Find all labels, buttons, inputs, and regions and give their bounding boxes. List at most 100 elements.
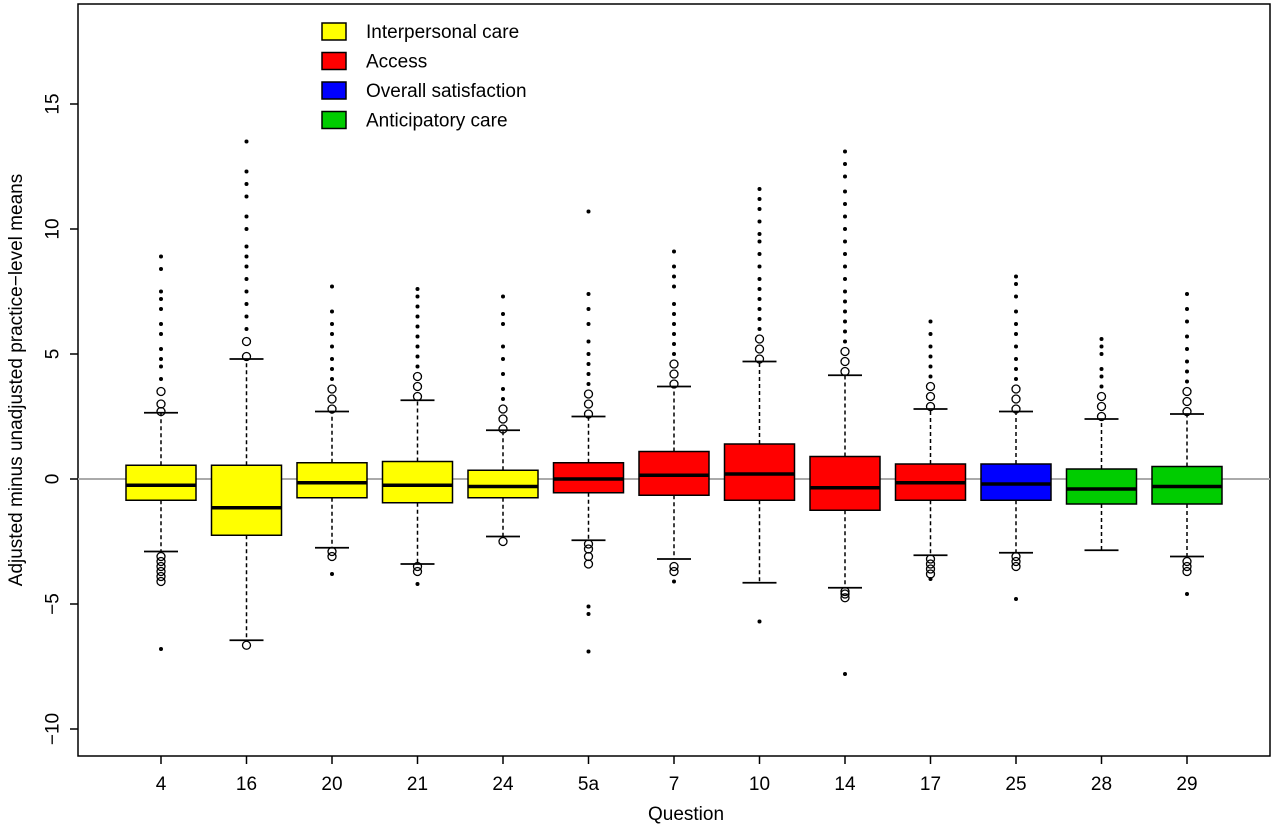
outlier-point bbox=[586, 604, 591, 609]
outlier-point bbox=[586, 322, 591, 326]
outlier-point bbox=[327, 404, 337, 414]
outlier-point bbox=[586, 382, 591, 386]
outlier-point bbox=[757, 187, 762, 191]
outlier-point bbox=[330, 309, 334, 314]
box-20 bbox=[296, 284, 368, 576]
outlier-point bbox=[241, 336, 252, 347]
outlier-point bbox=[586, 339, 591, 344]
outlier-point bbox=[1014, 357, 1018, 361]
outlier-point bbox=[757, 287, 762, 291]
outlier-point bbox=[672, 264, 676, 269]
outlier-point bbox=[843, 319, 847, 324]
outlier-point bbox=[415, 314, 420, 319]
outlier-point bbox=[1014, 294, 1018, 299]
outlier-point bbox=[757, 307, 762, 311]
outlier-point bbox=[928, 319, 933, 324]
outlier-point bbox=[843, 239, 847, 244]
outlier-point bbox=[1185, 292, 1189, 296]
outlier-point bbox=[757, 317, 762, 321]
box-10 bbox=[723, 187, 796, 624]
legend-swatch bbox=[321, 81, 347, 100]
outlier-point bbox=[1099, 374, 1104, 379]
outlier-point bbox=[159, 297, 163, 301]
x-tick-label: 4 bbox=[156, 774, 167, 795]
outlier-point bbox=[757, 252, 762, 256]
box-14 bbox=[809, 149, 881, 676]
outlier-point bbox=[583, 559, 594, 569]
outlier-point bbox=[1099, 384, 1104, 389]
x-axis-title: Question bbox=[648, 804, 724, 824]
outlier-point bbox=[840, 356, 850, 367]
outlier-point bbox=[925, 564, 936, 574]
outlier-point bbox=[757, 264, 762, 269]
outlier-point bbox=[330, 344, 334, 349]
outlier-point bbox=[925, 381, 936, 392]
outlier-point bbox=[1185, 369, 1189, 374]
outlier-point bbox=[843, 149, 847, 154]
box-24 bbox=[467, 294, 539, 547]
outlier-point bbox=[159, 289, 163, 294]
x-tick-label: 21 bbox=[407, 774, 428, 795]
outlier-point bbox=[159, 254, 163, 259]
box-body bbox=[467, 469, 539, 499]
outlier-point bbox=[757, 207, 762, 211]
outlier-point bbox=[159, 347, 163, 351]
outlier-point bbox=[928, 332, 933, 336]
box-body bbox=[381, 460, 454, 504]
outlier-point bbox=[244, 289, 249, 294]
outlier-point bbox=[244, 277, 249, 281]
outlier-point bbox=[843, 289, 847, 294]
outlier-point bbox=[757, 619, 762, 624]
outlier-point bbox=[498, 404, 508, 414]
x-tick-label: 16 bbox=[236, 774, 257, 795]
outlier-point bbox=[586, 612, 591, 616]
outlier-point bbox=[669, 379, 679, 389]
outlier-point bbox=[156, 556, 166, 567]
box-body bbox=[210, 464, 283, 536]
outlier-point bbox=[1099, 344, 1104, 349]
outlier-point bbox=[1011, 394, 1021, 404]
outlier-point bbox=[244, 139, 249, 144]
outlier-point bbox=[925, 554, 936, 564]
outlier-point bbox=[156, 399, 166, 409]
outlier-point bbox=[1011, 404, 1021, 414]
y-tick-label: 15 bbox=[43, 93, 64, 114]
outlier-point bbox=[586, 209, 591, 214]
legend-swatch bbox=[321, 51, 347, 71]
y-tick-label: −5 bbox=[43, 593, 64, 615]
outlier-point bbox=[501, 294, 505, 299]
outlier-point bbox=[159, 357, 163, 361]
outlier-point bbox=[672, 322, 676, 326]
outlier-point bbox=[412, 566, 423, 577]
outlier-point bbox=[1099, 367, 1104, 371]
outlier-point bbox=[415, 304, 420, 309]
outlier-point bbox=[1014, 344, 1018, 349]
outlier-point bbox=[1011, 384, 1021, 394]
outlier-point bbox=[1185, 319, 1189, 324]
outlier-point bbox=[672, 249, 676, 254]
outlier-point bbox=[586, 352, 591, 356]
outlier-point bbox=[669, 369, 679, 379]
y-tick-label: 0 bbox=[43, 474, 64, 485]
outlier-point bbox=[330, 332, 334, 336]
outlier-point bbox=[672, 332, 676, 336]
outlier-point bbox=[1014, 332, 1018, 336]
legend: Interpersonal care Access Overall satisfac… bbox=[321, 22, 527, 132]
legend-swatch bbox=[321, 110, 347, 130]
outlier-point bbox=[327, 384, 337, 394]
legend-label: Access bbox=[366, 52, 427, 73]
outlier-point bbox=[330, 322, 334, 326]
outlier-point bbox=[1011, 556, 1021, 567]
box-body bbox=[1065, 468, 1138, 505]
outlier-point bbox=[1014, 367, 1018, 371]
outlier-point bbox=[415, 344, 420, 349]
outlier-point bbox=[840, 586, 850, 597]
outlier-point bbox=[672, 312, 676, 316]
outlier-point bbox=[586, 292, 591, 296]
outlier-point bbox=[159, 647, 163, 651]
outlier-point bbox=[925, 391, 936, 402]
outlier-point bbox=[415, 364, 420, 369]
outlier-point bbox=[330, 367, 334, 371]
outlier-point bbox=[843, 264, 847, 269]
